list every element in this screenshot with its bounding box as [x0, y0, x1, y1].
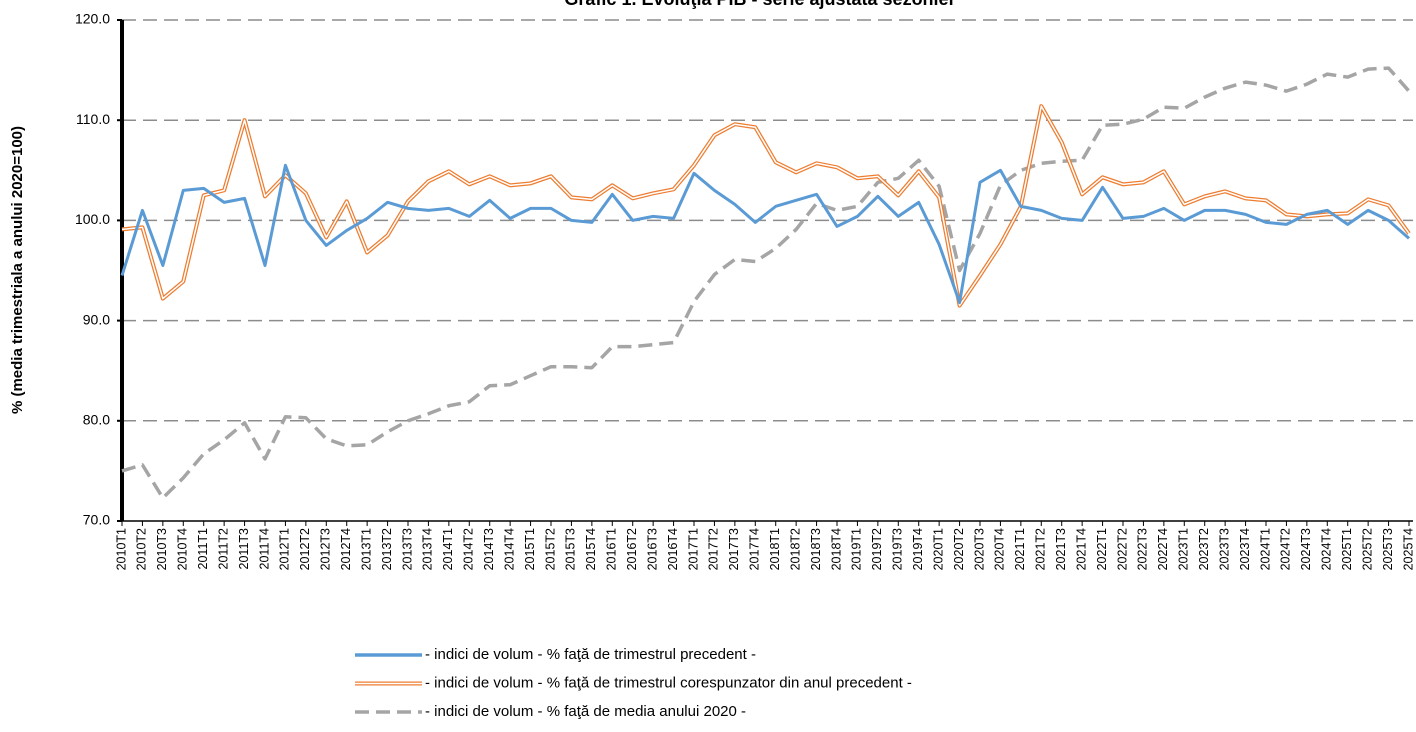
x-tick-label: 2019T1 — [850, 528, 864, 570]
x-tick-label: 2025T1 — [1340, 528, 1354, 570]
series-line-inner — [121, 105, 1410, 307]
x-tick-label: 2025T2 — [1360, 528, 1374, 570]
x-tick-label: 2020T3 — [972, 528, 986, 570]
x-tick-label: 2025T3 — [1381, 528, 1395, 570]
x-tick-label: 2022T3 — [1136, 528, 1150, 570]
x-tick-label: 2023T4 — [1238, 528, 1252, 570]
x-tick-label: 2015T3 — [564, 528, 578, 570]
series-line — [121, 104, 1411, 308]
legend-label: - indici de volum - % faţă de media anul… — [425, 703, 746, 720]
x-tick-label: 2014T3 — [482, 528, 496, 570]
x-tick-label: 2020T2 — [952, 528, 966, 570]
x-tick-label: 2011T1 — [196, 528, 210, 570]
x-tick-label: 2014T1 — [441, 528, 455, 570]
x-tick-label: 2023T3 — [1217, 528, 1231, 570]
x-tick-label: 2022T4 — [1156, 528, 1170, 570]
x-tick-label: 2015T4 — [584, 528, 598, 570]
x-tick-label: 2011T2 — [216, 528, 230, 570]
x-tick-label: 2020T4 — [993, 528, 1007, 570]
x-tick-label: 2019T2 — [870, 528, 884, 570]
y-axis-label: % (media trimestriala a anului 2020=100) — [9, 126, 26, 414]
series-line — [120, 163, 1410, 305]
x-tick-label: 2016T1 — [605, 528, 619, 570]
x-tick-label: 2011T4 — [257, 528, 271, 570]
x-tick-label: 2017T4 — [748, 528, 762, 570]
x-tick-label: 2014T2 — [462, 528, 476, 570]
x-tick-label: 2010T4 — [176, 528, 190, 570]
x-tick-label: 2024T4 — [1320, 528, 1334, 570]
x-tick-label: 2018T3 — [809, 528, 823, 570]
legend-label: - indici de volum - % faţă de trimestrul… — [425, 674, 912, 691]
x-tick-label: 2022T2 — [1115, 528, 1129, 570]
x-tick-label: 2025T4 — [1401, 528, 1415, 570]
y-tick-label: 110.0 — [76, 111, 110, 127]
chart-title: Grafic 1. Evoluţia PIB - serie ajustată … — [564, 0, 955, 9]
y-tick-label: 100.0 — [75, 211, 110, 227]
x-tick-label: 2021T1 — [1013, 528, 1027, 570]
x-tick-label: 2010T1 — [114, 528, 128, 570]
x-tick-label: 2018T2 — [788, 528, 802, 570]
x-tick-label: 2012T1 — [278, 528, 292, 570]
y-tick-label: 80.0 — [83, 412, 110, 428]
series-line — [121, 66, 1411, 500]
legend-label: - indici de volum - % faţă de trimestrul… — [425, 646, 756, 663]
x-tick-label: 2021T4 — [1074, 528, 1088, 570]
x-tick-label: 2024T2 — [1279, 528, 1293, 570]
x-tick-label: 2014T4 — [502, 528, 516, 570]
x-tick-label: 2023T1 — [1177, 528, 1191, 570]
x-tick-label: 2016T4 — [666, 528, 680, 570]
x-tick-label: 2017T1 — [686, 528, 700, 570]
x-tick-label: 2024T1 — [1258, 528, 1272, 570]
x-tick-label: 2013T4 — [421, 528, 435, 570]
y-tick-label: 120.0 — [75, 11, 110, 27]
x-tick-label: 2018T4 — [829, 528, 843, 570]
x-tick-label: 2012T4 — [339, 528, 353, 570]
x-tick-label: 2013T3 — [400, 528, 414, 570]
x-tick-label: 2024T3 — [1299, 528, 1313, 570]
x-tick-label: 2016T3 — [645, 528, 659, 570]
x-tick-label: 2013T2 — [380, 528, 394, 570]
x-tick-label: 2020T1 — [931, 528, 945, 570]
x-tick-label: 2010T3 — [155, 528, 169, 570]
x-tick-label: 2015T1 — [523, 528, 537, 570]
x-tick-label: 2012T3 — [319, 528, 333, 570]
x-tick-label: 2011T3 — [237, 528, 251, 570]
x-tick-label: 2017T3 — [727, 528, 741, 570]
x-tick-label: 2010T2 — [135, 528, 149, 570]
x-tick-label: 2017T2 — [707, 528, 721, 570]
x-tick-label: 2012T2 — [298, 528, 312, 570]
x-tick-label: 2023T2 — [1197, 528, 1211, 570]
x-tick-label: 2021T2 — [1034, 528, 1048, 570]
x-tick-label: 2021T3 — [1054, 528, 1068, 570]
x-tick-label: 2018T1 — [768, 528, 782, 570]
x-tick-label: 2016T2 — [625, 528, 639, 570]
x-tick-label: 2022T1 — [1095, 528, 1109, 570]
y-tick-label: 70.0 — [83, 512, 110, 528]
y-tick-label: 90.0 — [83, 311, 110, 327]
x-tick-label: 2019T3 — [891, 528, 905, 570]
x-tick-label: 2019T4 — [911, 528, 925, 570]
x-tick-label: 2013T1 — [359, 528, 373, 570]
x-tick-label: 2015T2 — [543, 528, 557, 570]
